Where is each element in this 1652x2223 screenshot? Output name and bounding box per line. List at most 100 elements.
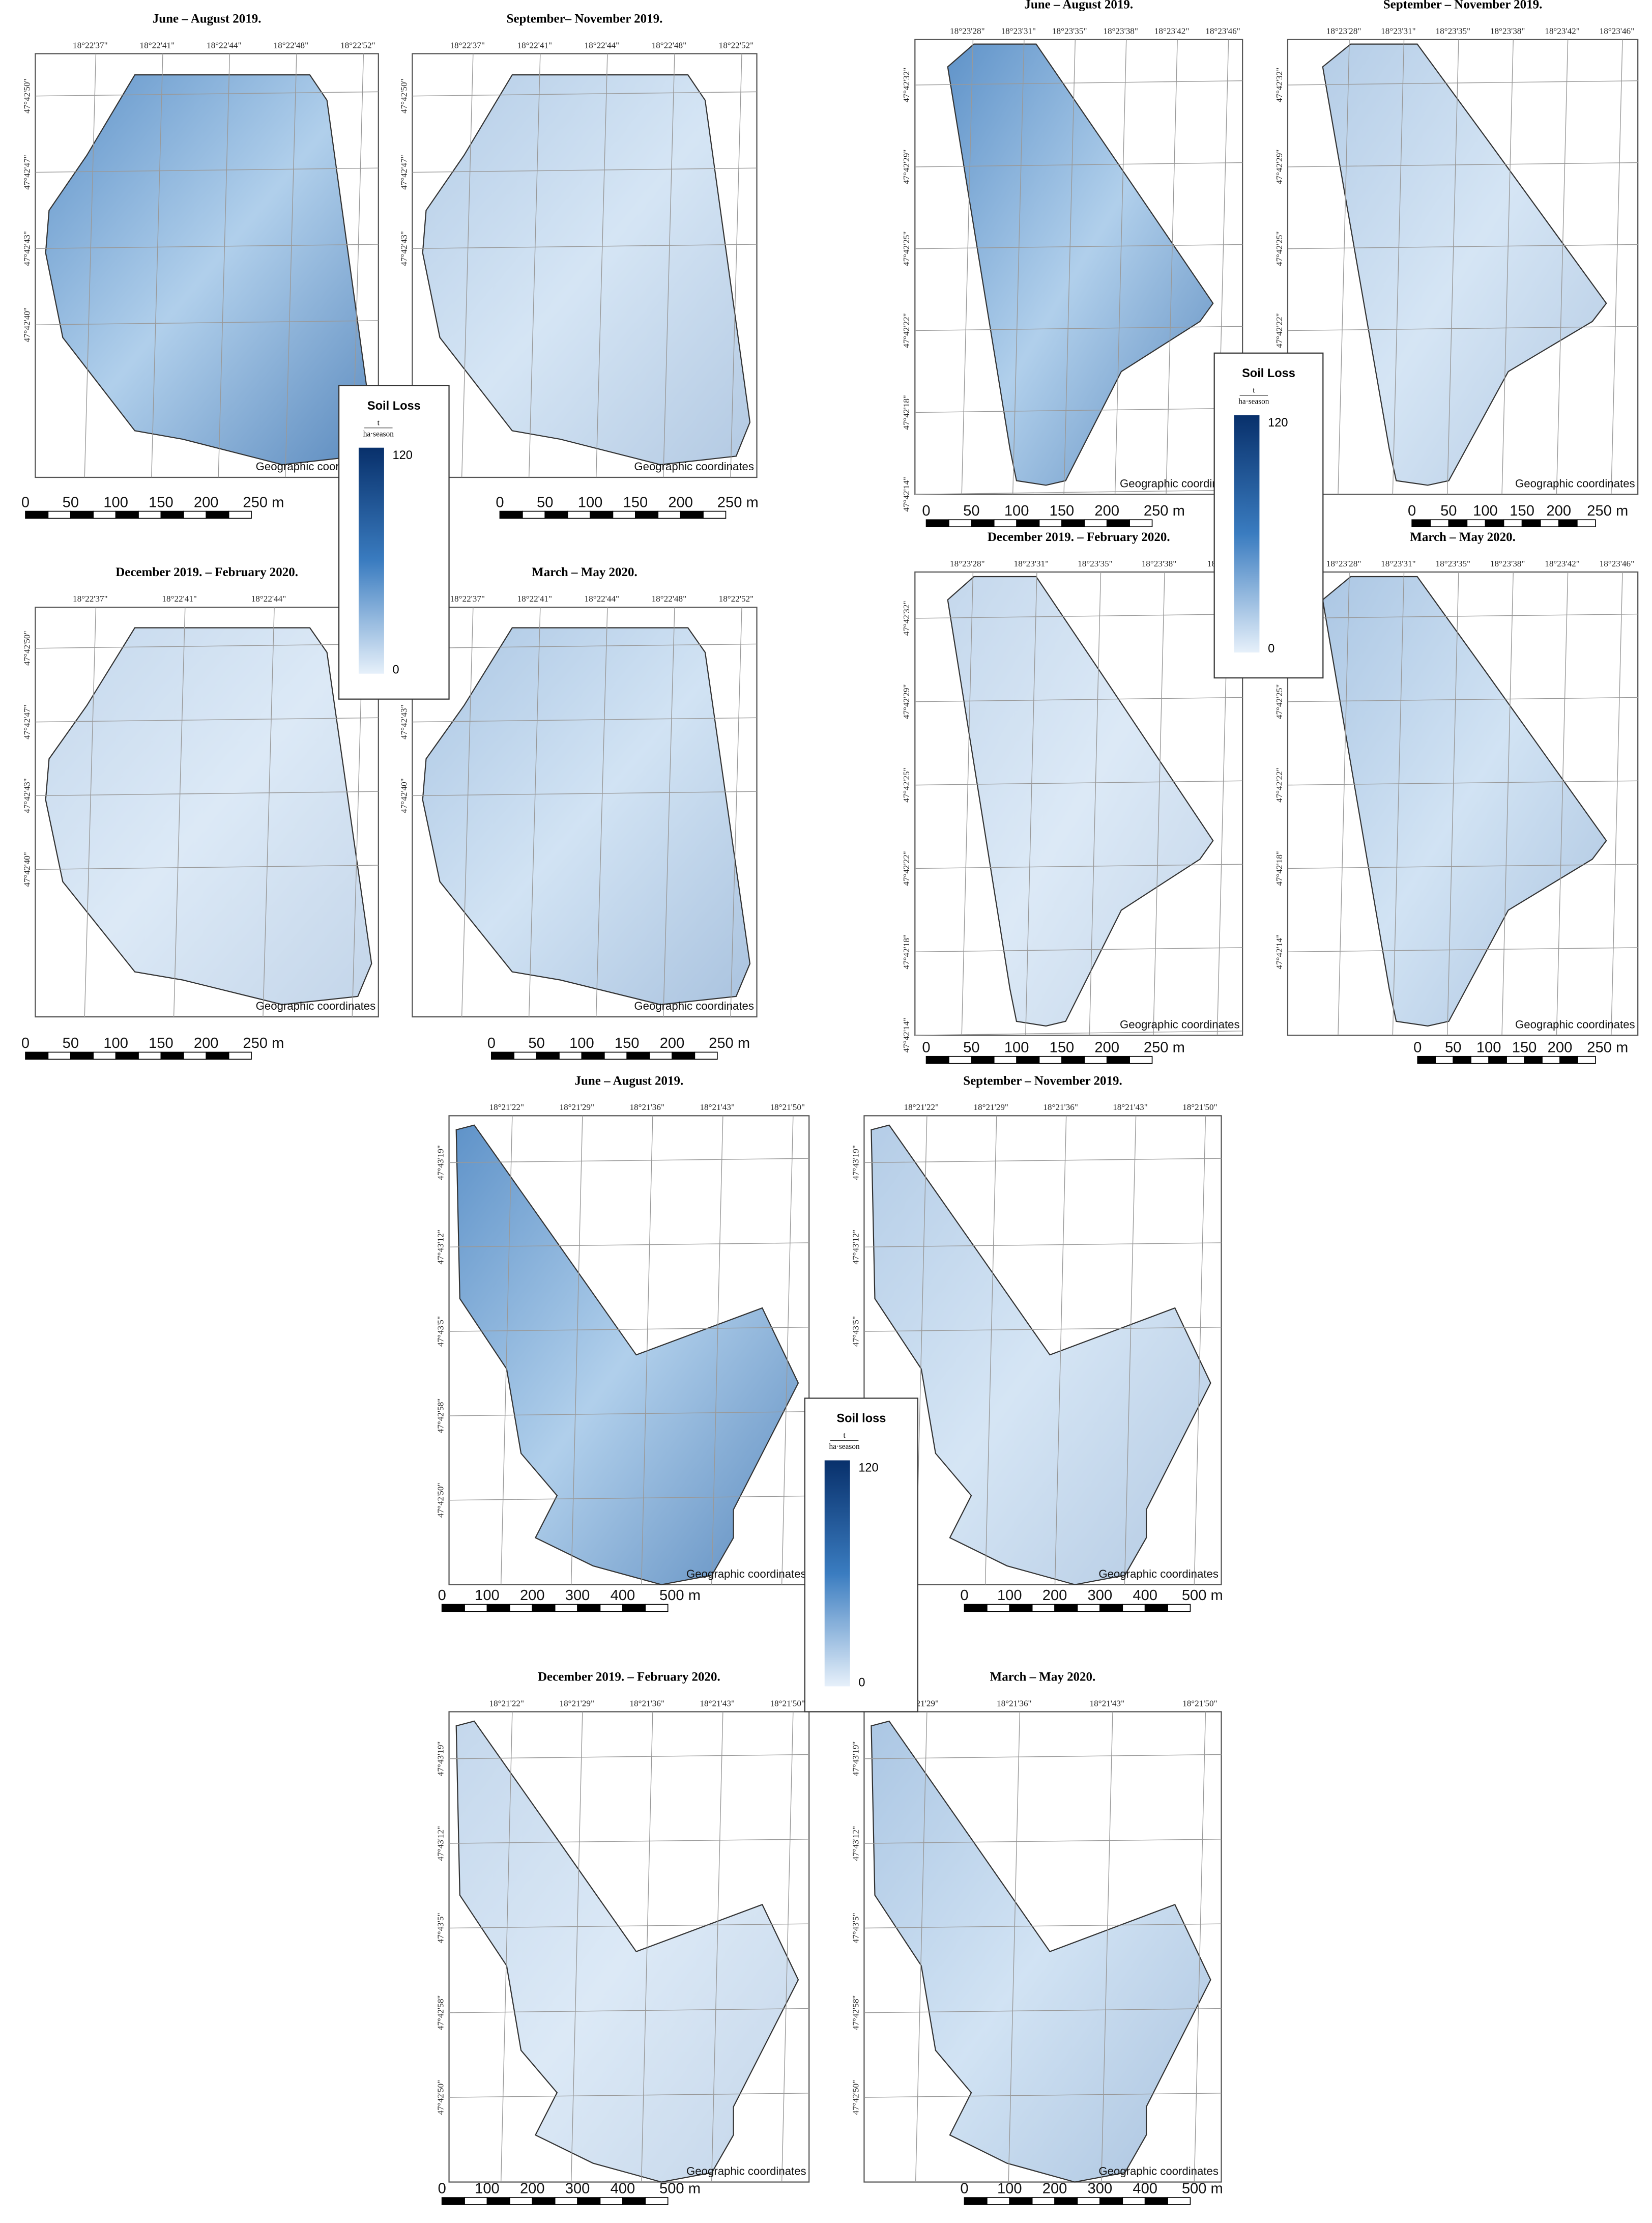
scale-label: 200 xyxy=(660,1035,685,1051)
scale-bar-segment xyxy=(1016,519,1040,527)
panel-title: March – May 2020. xyxy=(1410,530,1516,544)
grid-line xyxy=(1012,39,1025,495)
scale-bar-segment xyxy=(1038,1056,1062,1064)
lon-tick-label: 18°23'46" xyxy=(1600,559,1635,568)
scale-bar-segment xyxy=(1466,519,1486,527)
grid-line xyxy=(730,607,742,1017)
grid-line xyxy=(1501,39,1514,495)
scale-label: 500 m xyxy=(1182,1587,1223,1604)
scale-bar-segment xyxy=(577,1604,601,1612)
grid-line xyxy=(449,1923,809,1929)
scale-bar-segment xyxy=(532,1604,556,1612)
legend-unit-denominator: ha·season xyxy=(363,430,394,439)
lon-tick-label: 18°22'52" xyxy=(719,594,754,604)
lat-tick-label: 47°43'19" xyxy=(436,1742,445,1777)
scale-bar-segment xyxy=(993,519,1017,527)
grid-line xyxy=(781,1116,794,1585)
lon-tick-label: 18°22'37" xyxy=(73,40,108,50)
lat-tick-label: 47°42'50" xyxy=(851,2080,860,2115)
legend-title: Soil Loss xyxy=(1242,366,1295,380)
lon-tick-label: 18°23'42" xyxy=(1154,26,1190,36)
scale-bar-segment xyxy=(93,510,117,519)
scale-bar-segment xyxy=(567,510,591,519)
lat-tick-label: 47°42'43" xyxy=(22,231,32,266)
scale-bar-segment xyxy=(1435,1056,1454,1064)
lon-tick-label: 18°23'42" xyxy=(1545,559,1580,568)
lon-tick-label: 18°22'41" xyxy=(517,40,552,50)
lon-tick-label: 18°23'31" xyxy=(1381,26,1416,36)
grid-line xyxy=(1392,39,1405,495)
scale-label: 0 xyxy=(438,2181,446,2197)
scale-bar-segment xyxy=(1061,519,1085,527)
scale-bar-segment xyxy=(490,1051,515,1060)
grid-line xyxy=(915,613,1243,619)
lon-tick-label: 18°22'44" xyxy=(207,40,242,50)
scale-label: 400 xyxy=(611,1587,635,1604)
scale-bar-segment xyxy=(1061,1056,1085,1064)
scale-bar-segment xyxy=(964,2197,988,2205)
legend-box xyxy=(338,385,450,700)
scale-label: 250 m xyxy=(243,1035,284,1051)
lon-tick-label: 18°23'38" xyxy=(1103,26,1138,36)
lat-tick-label: 47°43'5" xyxy=(436,1913,445,1944)
grid-line xyxy=(1611,572,1623,1036)
coordinate-note: Geographic coordinates xyxy=(256,1000,376,1012)
scale-bar-segment xyxy=(206,1051,229,1060)
grid-line xyxy=(961,39,974,495)
scale-bar-segment xyxy=(115,1051,139,1060)
coordinate-note: Geographic coordinates xyxy=(686,1568,806,1580)
grid-line xyxy=(641,1712,653,2182)
grid-line xyxy=(781,1712,794,2182)
lon-tick-label: 18°21'36" xyxy=(997,1698,1032,1708)
grid-line xyxy=(500,1712,513,2182)
lat-tick-label: 47°42'50" xyxy=(22,78,32,113)
grid-line xyxy=(1166,39,1178,495)
scale-bar-segment xyxy=(1084,519,1108,527)
lat-tick-label: 47°43'19" xyxy=(436,1145,445,1180)
lon-tick-label: 18°23'38" xyxy=(1490,26,1525,36)
scale-label: 150 xyxy=(149,494,173,510)
scale-bar-segment xyxy=(1485,519,1504,527)
legend-unit-numerator: t xyxy=(1253,386,1255,394)
grid-line xyxy=(570,1116,583,1585)
lat-tick-label: 47°42'50" xyxy=(22,631,32,666)
grid-line xyxy=(35,320,379,325)
grid-line xyxy=(1392,572,1405,1036)
grid-line xyxy=(1101,1712,1113,2182)
scale-bar-segment xyxy=(1577,1056,1596,1064)
coordinate-note: Geographic coordinates xyxy=(1515,477,1635,490)
grid-line xyxy=(35,865,379,870)
lon-tick-label: 18°22'37" xyxy=(73,594,108,604)
scale-bar-segment xyxy=(971,519,995,527)
scale-bar-segment xyxy=(1521,519,1541,527)
scale-label: 200 xyxy=(1042,2181,1067,2197)
scale-bar-segment xyxy=(25,1051,49,1060)
scale-bar-segment xyxy=(1506,1056,1525,1064)
lon-tick-label: 18°21'29" xyxy=(559,1698,594,1708)
scale-label: 50 xyxy=(1440,503,1457,519)
scale-bar-segment xyxy=(1558,519,1578,527)
grid-line xyxy=(35,167,379,173)
legend-min: 0 xyxy=(1268,642,1274,655)
scale-bar-segment xyxy=(441,2197,465,2205)
panel-title: December 2019. – February 2020. xyxy=(988,530,1170,544)
scale-label: 150 xyxy=(1050,503,1075,519)
scale-label: 250 m xyxy=(1587,1039,1628,1056)
panel-title: December 2019. – February 2020. xyxy=(538,1670,720,1684)
grid-line xyxy=(1287,613,1638,619)
lat-tick-label: 47°42'22" xyxy=(1274,313,1284,348)
lon-tick-label: 18°22'37" xyxy=(450,594,485,604)
grid-line xyxy=(984,1116,997,1585)
grid-line xyxy=(1287,864,1638,869)
grid-line xyxy=(1611,39,1623,495)
grid-line xyxy=(35,643,379,649)
scale-bar-segment xyxy=(1129,1056,1153,1064)
grid-line xyxy=(864,2008,1222,2013)
scale-bar-segment xyxy=(964,1604,988,1612)
scale-bar-segment xyxy=(1577,519,1596,527)
scale-bar-segment xyxy=(1559,1056,1578,1064)
lat-tick-label: 47°42'32" xyxy=(902,68,911,103)
legend-box xyxy=(804,1398,918,1713)
scale-label: 400 xyxy=(1133,1587,1157,1604)
field-soil-loss xyxy=(422,74,751,466)
